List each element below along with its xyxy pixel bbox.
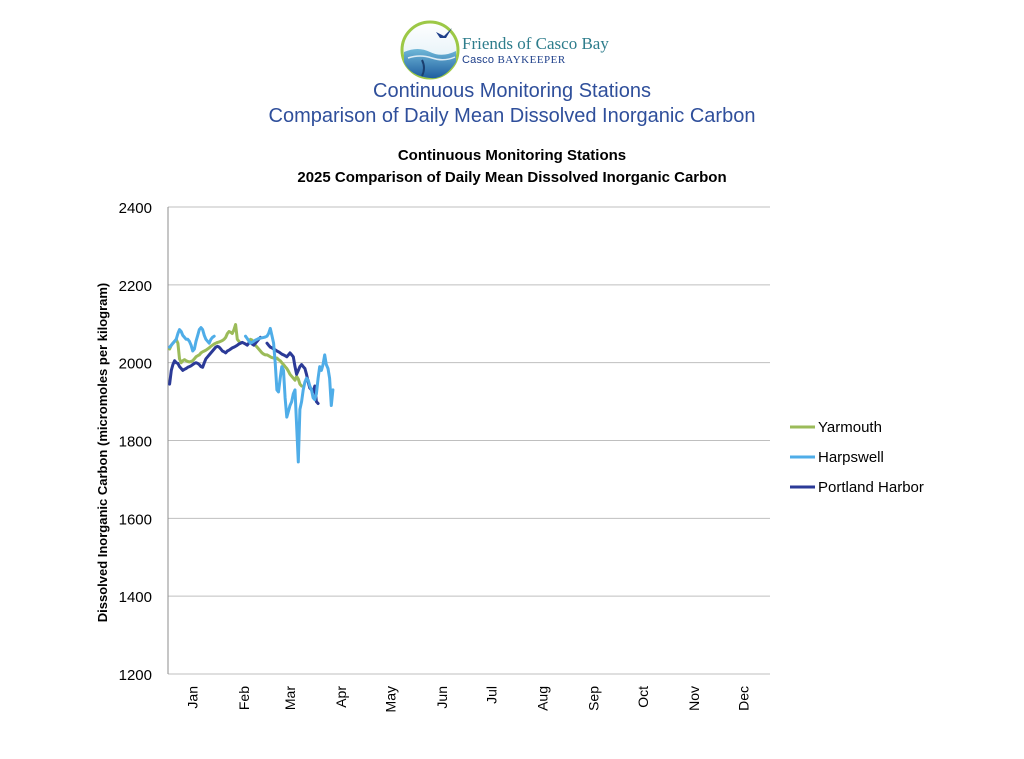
series-line-harpswell xyxy=(168,326,335,464)
chart-axes: 1200 1400 1600 1800 2000 2200 2400 Jan Feb Mar Apr… xyxy=(95,200,752,712)
x-tick-label: Jan xyxy=(185,686,201,709)
x-tick-label: Dec xyxy=(736,686,752,711)
x-tick-label: Feb xyxy=(236,686,252,710)
x-tick-label: Mar xyxy=(282,686,298,710)
legend-label: Yarmouth xyxy=(818,419,882,436)
chart-legend: Yarmouth Harpswell Portland Harbor xyxy=(790,419,924,496)
x-tick-label: Nov xyxy=(686,686,702,711)
x-tick-label: Oct xyxy=(635,686,651,708)
y-tick-label: 1800 xyxy=(119,434,152,451)
logo-subtitle-prefix: Casco xyxy=(462,54,495,66)
x-tick-label: Aug xyxy=(534,686,550,711)
y-tick-label: 1200 xyxy=(119,667,152,684)
y-tick-label: 2000 xyxy=(119,356,152,373)
page-title: Continuous Monitoring Stations xyxy=(373,80,651,102)
y-axis-label: Dissolved Inorganic Carbon (micromoles p… xyxy=(95,283,110,623)
y-tick-label: 2200 xyxy=(119,278,152,295)
x-tick-label: Apr xyxy=(333,686,349,708)
friends-of-casco-bay-logo: Friends of Casco Bay Casco BAYKEEPER xyxy=(400,18,640,82)
x-tick-label: Jul xyxy=(483,686,499,704)
legend-label: Portland Harbor xyxy=(818,479,924,496)
logo-emblem-icon xyxy=(400,20,460,80)
chart-gridlines xyxy=(168,206,770,675)
x-tick-label: May xyxy=(383,686,399,712)
y-tick-label: 1600 xyxy=(119,511,152,528)
chart-title-line: Continuous Monitoring Stations xyxy=(398,147,626,164)
logo-name: Friends of Casco Bay xyxy=(462,34,609,53)
chart-title-line: 2025 Comparison of Daily Mean Dissolved … xyxy=(297,169,726,186)
chart-title: Continuous Monitoring Stations 2025 Compa… xyxy=(297,147,726,186)
dic-line-chart: Continuous Monitoring Stations 2025 Compa… xyxy=(95,147,924,712)
logo-subtitle: Casco BAYKEEPER xyxy=(462,54,566,66)
page-subtitle: Comparison of Daily Mean Dissolved Inorg… xyxy=(268,105,756,127)
x-tick-label: Sep xyxy=(586,686,602,711)
legend-label: Harpswell xyxy=(818,449,884,466)
x-tick-label: Jun xyxy=(434,686,450,709)
chart-series xyxy=(168,323,335,464)
y-tick-label: 2400 xyxy=(119,200,152,217)
logo-subtitle-emph: BAYKEEPER xyxy=(497,54,566,66)
y-tick-label: 1400 xyxy=(119,589,152,606)
